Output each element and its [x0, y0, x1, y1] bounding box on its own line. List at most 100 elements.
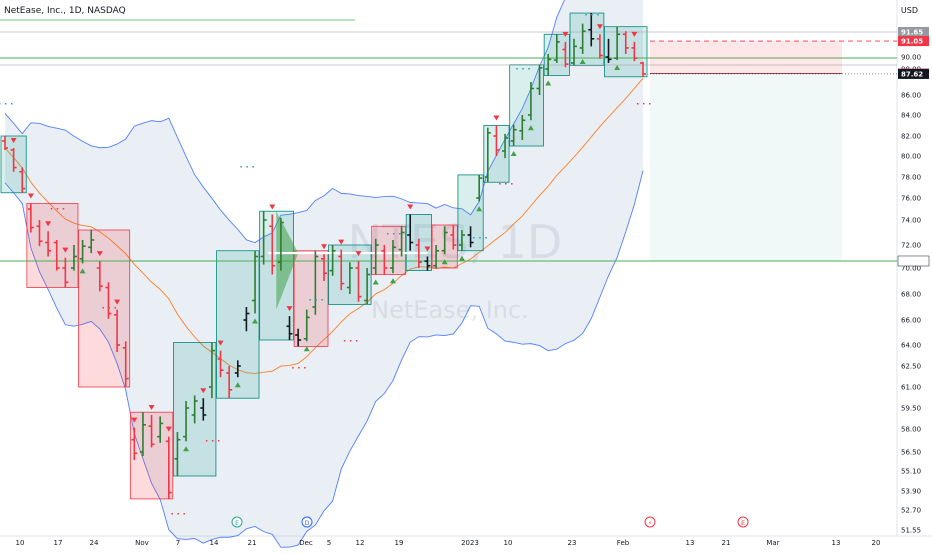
ohlc-bar	[605, 38, 612, 63]
buy-signal-marker	[303, 346, 310, 352]
watermark-name: NetEase, Inc.	[371, 296, 529, 324]
ohlc-bar	[545, 53, 552, 76]
price-label-text: 87.62	[901, 70, 923, 78]
fractal-dot	[392, 233, 395, 235]
sell-signal-marker	[493, 115, 500, 121]
x-tick-label: 10	[16, 539, 25, 547]
ohlc-bar	[502, 133, 509, 159]
sell-signal-marker	[131, 417, 138, 423]
price-label-bg	[898, 27, 929, 37]
y-tick-label: 74.00	[901, 217, 921, 225]
price-label-text: 91.65	[901, 29, 923, 37]
event-icon	[231, 516, 243, 528]
fractal-dot	[62, 208, 65, 210]
fractal-dot	[505, 183, 507, 185]
ohlc-bar	[208, 342, 215, 399]
ohlc-bar	[631, 41, 638, 62]
sell-signal-marker	[407, 204, 414, 210]
sell-signal-marker	[355, 251, 362, 257]
x-tick-label: Nov	[135, 539, 149, 547]
sell-signal-marker	[165, 426, 172, 432]
fractal-dot	[177, 513, 179, 515]
x-tick-label: 14	[210, 539, 219, 547]
ohlc-bar	[191, 395, 198, 424]
ohlc-bar	[329, 245, 336, 276]
x-tick-label: 13	[686, 539, 695, 547]
fractal-dot	[114, 307, 116, 309]
ohlc-bar	[53, 240, 60, 271]
fractal-dot	[102, 307, 104, 309]
range-box	[78, 229, 131, 388]
ohlc-bar	[321, 254, 327, 281]
fractal-dot	[240, 166, 242, 168]
ohlc-bar	[407, 214, 414, 251]
x-tick-label: 23	[568, 539, 577, 547]
ohlc-bar	[96, 261, 103, 292]
fractal-dot	[246, 166, 248, 168]
buy-signal-marker	[234, 382, 241, 388]
fractal-dot	[183, 513, 185, 515]
sell-signal-marker	[27, 193, 34, 199]
x-tick-label: 2023	[461, 539, 479, 547]
ohlc-bar	[519, 115, 526, 140]
y-tick-label: 64.00	[901, 342, 921, 350]
ohlc-bar	[389, 240, 396, 274]
y-tick-label: 80.00	[901, 153, 921, 161]
ohlc-bar	[217, 350, 224, 378]
x-tick-label: 20	[872, 539, 881, 547]
ohlc-bar	[458, 230, 465, 251]
fractal-dot	[479, 237, 481, 239]
ohlc-bar	[415, 238, 422, 268]
x-tick-label: 21	[722, 539, 731, 547]
reward-zone	[650, 73, 842, 261]
watermark-ticker: NTES, 1D	[348, 215, 563, 269]
ohlc-bar	[234, 360, 241, 378]
fractal-dot	[591, 14, 593, 16]
ohlc-bar	[114, 309, 121, 352]
sell-signal-marker	[10, 138, 17, 143]
ohlc-bar	[10, 148, 17, 172]
y-tick-label: 62.50	[901, 363, 921, 371]
buy-signal-marker	[614, 65, 621, 70]
y-tick-label: 78.00	[901, 174, 921, 182]
price-axis-bg	[897, 0, 932, 550]
y-tick-label: 58.00	[901, 426, 921, 434]
ohlc-bar	[562, 41, 569, 68]
sell-signal-marker	[424, 246, 431, 252]
y-tick-label: 84.00	[901, 112, 921, 120]
risk-zone	[650, 41, 842, 74]
fractal-dot	[304, 367, 306, 369]
y-tick-label: 86.00	[901, 92, 921, 100]
event-icon-glyph: E	[235, 520, 239, 527]
buy-signal-marker	[458, 255, 465, 261]
ohlc-bar	[157, 416, 164, 443]
fractal-dot	[108, 307, 110, 309]
bollinger-upper	[4, 0, 565, 244]
ohlc-bar	[269, 214, 276, 275]
sell-signal-marker	[62, 247, 69, 253]
symbol-title: NetEase, Inc., 1D, NASDAQ	[4, 6, 126, 16]
ohlc-bar	[596, 34, 603, 59]
sell-signal-marker	[96, 251, 103, 257]
fractal-dot	[321, 299, 323, 301]
ohlc-bar	[19, 167, 26, 193]
fractal-dot	[217, 440, 220, 442]
y-tick-label: 70.00	[901, 265, 921, 273]
range-box	[293, 250, 329, 347]
buy-signal-marker	[527, 125, 534, 131]
x-tick-label: 7	[176, 539, 180, 547]
sell-signal-marker	[631, 31, 638, 37]
x-tick-label: Mar	[766, 539, 779, 547]
buy-signal-marker	[389, 278, 396, 284]
y-tick-label: 82.00	[901, 133, 921, 141]
fractal-dot	[522, 68, 524, 70]
ohlc-bar	[148, 415, 155, 448]
y-tick-label: 52.70	[901, 507, 921, 515]
currency-label: USD	[900, 6, 918, 15]
bollinger-lower	[4, 170, 644, 548]
ohlc-bar	[467, 226, 474, 248]
ohlc-bar	[27, 203, 34, 233]
x-tick-label: 10	[504, 539, 513, 547]
